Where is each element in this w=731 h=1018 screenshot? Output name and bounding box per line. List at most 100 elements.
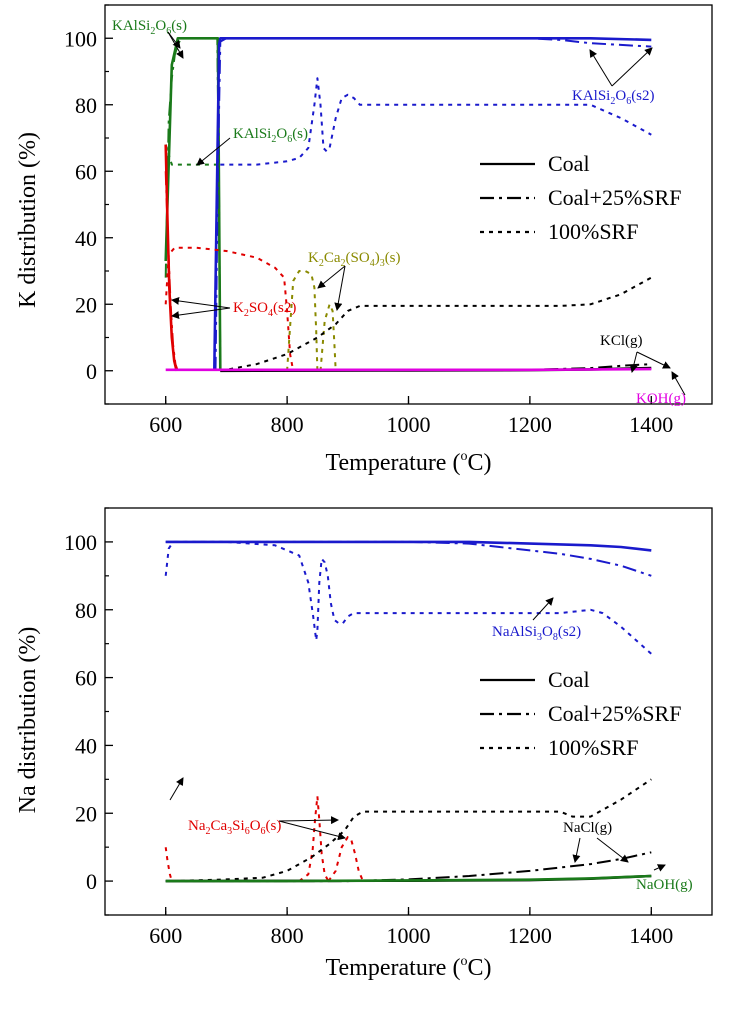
annotation-subscript: 2: [206, 826, 211, 837]
series-line: [286, 270, 319, 371]
x-label-part: Temperature (: [326, 450, 461, 476]
x-tick-label: 1200: [508, 923, 552, 948]
annotation-arrow: [611, 47, 653, 87]
x-label-part: Temperature (: [326, 955, 461, 981]
x-label-part: C): [467, 450, 491, 476]
annotation-text: O: [542, 624, 553, 640]
legend-label: 100%SRF: [548, 219, 638, 244]
annotation-arrow: [596, 837, 629, 863]
annotation-text: KAlSi: [233, 126, 271, 142]
x-axis-label: Temperature (oC): [326, 449, 492, 476]
series-line: [164, 37, 222, 371]
annotation-subscript: 2: [150, 26, 155, 37]
series-line: [319, 303, 337, 371]
annotation-arrow: [278, 816, 339, 825]
y-axis-label: Na distribution (%): [15, 627, 41, 814]
annotation-text: (s): [266, 818, 282, 834]
annotation-subscript: 2: [271, 134, 276, 145]
annotation-arrow: [278, 820, 346, 841]
annotation-text: K: [308, 250, 319, 266]
series-line: [164, 540, 652, 655]
annotation-text: (s): [171, 18, 187, 34]
annotation-arrow: [167, 31, 181, 49]
series-line: [327, 836, 364, 882]
legend-label: Coal+25%SRF: [548, 701, 681, 726]
annotation-text: O: [250, 818, 261, 834]
annotation-text: (s2): [631, 88, 654, 104]
x-tick-label: 1200: [508, 412, 552, 437]
annotation-arrow: [171, 296, 231, 309]
series-line: [165, 851, 652, 883]
annotation-arrow: [196, 137, 231, 166]
annotation-subscript: 2: [319, 258, 324, 269]
annotation-subscript: 2: [244, 308, 249, 319]
series-line: [164, 171, 179, 372]
annotation-text: Ca: [324, 250, 341, 266]
annotation-text: Na: [188, 818, 206, 834]
annotation-subscript: 2: [341, 258, 346, 269]
annotation-arrow: [671, 371, 686, 396]
series-line: [214, 37, 652, 371]
annotation-label: KCl(g): [600, 333, 643, 349]
annotation-text: (s): [385, 250, 401, 266]
y-tick-label: 20: [75, 801, 97, 826]
series-line: [298, 795, 330, 882]
annotation-subscript: 8: [553, 632, 558, 643]
legend-label: Coal: [548, 151, 590, 176]
annotation-label: K2Ca2(SO4)3(s): [308, 250, 401, 269]
legend-label: Coal: [548, 667, 590, 692]
y-tick-label: 0: [86, 869, 97, 894]
x-tick-label: 600: [149, 923, 182, 948]
annotation-subscript: 6: [626, 96, 631, 107]
annotation-text: (s2): [273, 300, 296, 316]
y-tick-label: 100: [64, 26, 97, 51]
annotation-label: NaCl(g): [563, 820, 612, 836]
series-line: [164, 246, 295, 371]
annotation-arrow: [653, 864, 666, 872]
annotation-label: KOH(g): [636, 391, 686, 407]
series-line: [164, 144, 178, 372]
annotation-subscript: 6: [245, 826, 250, 837]
annotation-arrow: [589, 49, 613, 87]
y-tick-label: 40: [75, 226, 97, 251]
x-label-sup: o: [460, 954, 467, 969]
annotation-arrow: [572, 837, 581, 863]
annotation-text: Si: [232, 818, 245, 834]
series-line: [220, 77, 652, 166]
series-group: [164, 36, 652, 373]
annotation-text: O: [615, 88, 626, 104]
x-tick-label: 1400: [629, 923, 673, 948]
annotation-text: (SO: [346, 250, 370, 266]
annotation-text: O: [155, 18, 166, 34]
y-tick-label: 60: [75, 666, 97, 691]
annotation-text: NaAlSi: [492, 624, 537, 640]
series-line: [165, 367, 652, 372]
annotation-subscript: 3: [227, 826, 232, 837]
annotation-subscript: 4: [268, 308, 273, 319]
series-group: [164, 540, 652, 883]
annotation-label: KAlSi2O6(s): [112, 18, 187, 37]
x-tick-label: 1000: [387, 923, 431, 948]
y-tick-label: 0: [86, 359, 97, 384]
x-tick-label: 800: [271, 412, 304, 437]
annotation-text: (s2): [558, 624, 581, 640]
y-tick-label: 20: [75, 292, 97, 317]
annotation-text: O: [276, 126, 287, 142]
annotation-subscript: 2: [610, 96, 615, 107]
annotation-label: KAlSi2O6(s): [233, 126, 308, 145]
annotation-label: Na2Ca3Si6O6(s): [188, 818, 281, 837]
annotation-arrow: [532, 597, 554, 621]
y-axis-label: K distribution (%): [15, 132, 41, 308]
annotation-subscript: 6: [166, 26, 171, 37]
y-tick-label: 40: [75, 733, 97, 758]
legend-label: 100%SRF: [548, 735, 638, 760]
series-line: [164, 144, 221, 166]
annotation-subscript: 6: [287, 134, 292, 145]
annotation-label: NaOH(g): [636, 877, 693, 893]
x-tick-label: 600: [149, 412, 182, 437]
chart-panel-1: 600 800 1000 1200 1400 0 20 40 60 80 100 Temperatur…: [15, 4, 713, 476]
annotation-arrow: [169, 777, 184, 801]
annotation-subscript: 3: [537, 632, 542, 643]
x-label-part: C): [467, 955, 491, 981]
